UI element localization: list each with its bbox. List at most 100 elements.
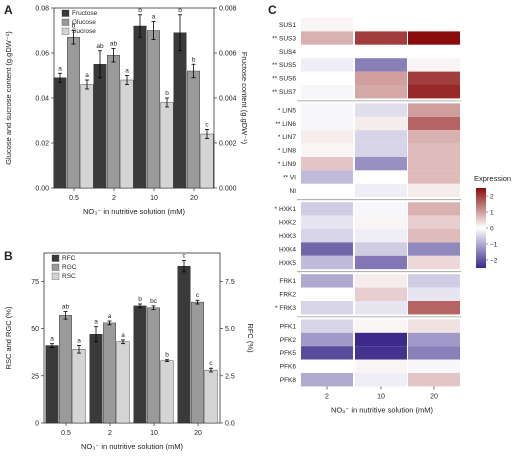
significance-letter: ab [110, 41, 118, 48]
heatmap-cell [408, 170, 460, 184]
heatmap-cell [408, 71, 460, 85]
x-tick-label: 0.5 [61, 430, 71, 437]
bar-rgc [147, 307, 160, 424]
heatmap-cell [355, 301, 407, 315]
x-axis-title: NO₃⁻ in nutritive solution (mM) [81, 442, 184, 451]
x-tick-label: 20 [430, 393, 438, 400]
gene-label: ** SUS3 [272, 35, 296, 42]
significance-letter: b [138, 7, 142, 14]
y-right-tick-label: 0.000 [219, 186, 237, 193]
heatmap-cell [355, 202, 407, 216]
heatmap-cell [408, 332, 460, 347]
bar-rfc [89, 334, 103, 424]
x-tick-label: 20 [194, 430, 202, 437]
bar-fructose [173, 32, 187, 189]
legend-swatch [61, 9, 70, 17]
heatmap-cell [355, 31, 407, 45]
significance-letter: b [192, 56, 196, 63]
heatmap-cell [355, 116, 407, 131]
x-tick-label: 20 [190, 195, 198, 202]
bar-rgc [59, 315, 72, 424]
bar-glucose [67, 37, 80, 189]
x-tick-label: 0.5 [69, 195, 79, 202]
significance-letter: b [165, 90, 169, 97]
gene-label: HXK5 [279, 260, 296, 267]
significance-letter: bc [150, 298, 158, 305]
heatmap-cell [301, 287, 353, 301]
heatmap-cell [408, 359, 460, 373]
x-tick-label: 2 [325, 393, 329, 400]
heatmap-cell [301, 319, 353, 333]
heatmap-cell [408, 116, 460, 131]
significance-letter: a [108, 313, 112, 320]
significance-letter: a [58, 65, 62, 72]
bar-chart-b: 0 25 50 75 0.0 2.5 5.0 7.5 0.5 a ab a 2 a a a 10 b bc b 20 c c… [4, 253, 255, 451]
y-tick-label: 0.04 [35, 96, 49, 103]
heatmap-cell [355, 130, 407, 144]
gene-label: ** LIN6 [275, 121, 296, 128]
heatmap-cell [408, 215, 460, 229]
bar-rsc [116, 341, 130, 424]
y-axis-title: Glucose and sucrose content (g.gDW⁻¹) [4, 31, 13, 165]
heatmap-cell [301, 157, 353, 171]
heatmap-cell [301, 71, 353, 85]
heatmap-cell [301, 31, 353, 45]
legend-tick-label: 1 [490, 209, 494, 216]
heatmap-cell [355, 274, 407, 288]
x-tick-label: 2 [112, 195, 116, 202]
y-tick-label: 0.00 [35, 186, 49, 193]
heatmap-cell [301, 85, 353, 99]
significance-letter: a [50, 336, 54, 343]
heatmap-cell [355, 332, 407, 347]
heatmap-cell [408, 319, 460, 333]
x-tick-label: 10 [377, 393, 385, 400]
y-tick-label: 0.08 [35, 6, 49, 13]
bar-rsc [160, 360, 174, 424]
y-right-tick-label: 0.0 [225, 421, 235, 428]
bar-fructose [133, 25, 147, 189]
legend-entry: Sucrose [72, 28, 96, 35]
legend-swatch [51, 263, 60, 271]
bar-rsc [72, 349, 86, 424]
significance-letter: c [196, 292, 200, 299]
heatmap-cell [408, 287, 460, 301]
heatmap-cell [355, 103, 407, 117]
significance-letter: ab [96, 43, 104, 50]
gene-label: * HXK1 [275, 206, 297, 213]
heatmap-cell [355, 255, 407, 270]
gene-label: PFK5 [280, 350, 297, 357]
heatmap-cell [355, 170, 407, 184]
y-axis-title: RSC and RGC (%) [4, 306, 13, 369]
y-tick-label: 75 [31, 279, 39, 286]
heatmap-cell [408, 202, 460, 216]
bar-glucose [147, 30, 160, 189]
heatmap-cell [301, 103, 353, 117]
heatmap-cell [408, 44, 460, 59]
gene-label: * FRK3 [275, 305, 296, 312]
plot-frame [43, 252, 221, 424]
bar-rfc [177, 266, 191, 424]
y-right-tick-label: 0.004 [219, 96, 237, 103]
legend-entry: Glucose [72, 19, 96, 26]
significance-letter: c [182, 253, 186, 260]
panel-letter-b: B [4, 249, 13, 263]
heatmap-cell [355, 242, 407, 256]
y-right-tick-label: 0.002 [219, 141, 237, 148]
gene-label: SUS1 [279, 22, 296, 29]
heatmap-cell [355, 319, 407, 333]
bar-rgc [103, 322, 116, 424]
heatmap-cell [408, 229, 460, 243]
gene-label: SUS4 [279, 49, 296, 56]
heatmap-cell [408, 31, 460, 45]
significance-letter: b [165, 352, 169, 359]
significance-letter: a [125, 68, 129, 75]
gene-label: HXK3 [279, 233, 296, 240]
bar-sucrose [120, 79, 134, 189]
heatmap-cell [301, 215, 353, 229]
heatmap-cell [408, 373, 460, 387]
heatmap-cell [355, 157, 407, 171]
legend-tick-label: −2 [490, 257, 498, 264]
x-axis-title: NO₃⁻ in nutritive solution (mM) [83, 207, 186, 216]
